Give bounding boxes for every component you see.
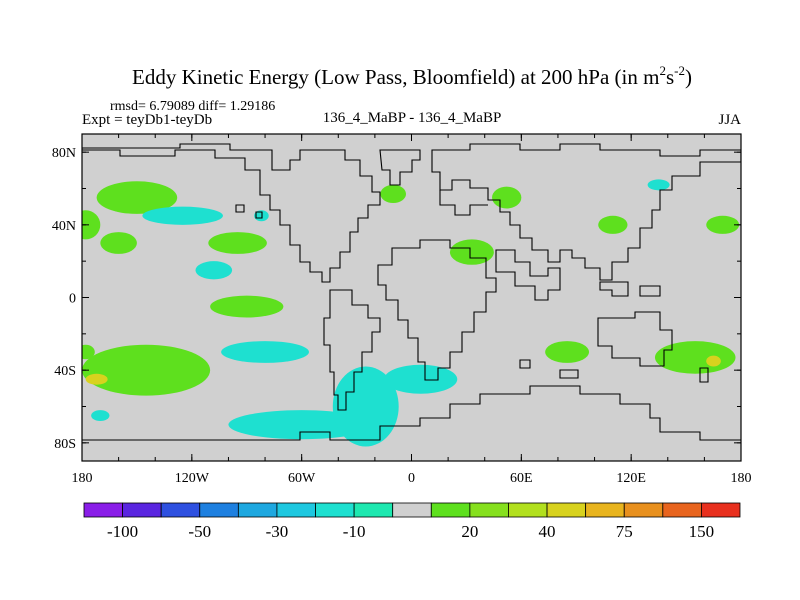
region-cyan-s-atlantic-2 <box>384 364 458 394</box>
region-green-mideast <box>449 239 494 265</box>
region-green-c-asia <box>598 215 628 234</box>
colorbar-swatch <box>701 502 741 518</box>
colorbar-swatch <box>160 502 201 518</box>
colorbar-label: 150 <box>689 522 715 541</box>
colorbar-swatch <box>237 502 278 518</box>
chart-title-sup1: 2 <box>659 63 666 78</box>
region-orange-hot-1 <box>85 373 108 385</box>
center-label: 136_4_MaBP - 136_4_MaBP <box>323 110 502 126</box>
x-axis: 180 120W 60W 0 60E 120E 180 <box>72 134 752 486</box>
chart-title-end: ) <box>685 65 692 89</box>
region-green-w-pac-s <box>82 344 95 360</box>
colorbar-label: 75 <box>616 522 633 541</box>
coastline-europe <box>439 190 488 216</box>
region-green-nw-pacific <box>96 181 178 214</box>
region-green-pacific-e <box>706 215 740 234</box>
contour-fills <box>82 179 740 447</box>
region-green-s-pacific-e <box>654 341 736 374</box>
x-tick-label: 120E <box>616 471 646 486</box>
map-background <box>82 134 741 461</box>
x-tick-label: 0 <box>408 471 415 486</box>
colorbar-swatch <box>585 502 625 518</box>
x-tick-label: 60E <box>510 471 533 486</box>
colorbar: -100 -50 -30 -10 20 40 75 150 <box>83 502 741 541</box>
region-green-w-pacific <box>82 210 101 240</box>
y-tick-label: 40N <box>52 219 76 234</box>
colorbar-label: -50 <box>188 522 211 541</box>
region-green-n-pacific <box>100 232 137 254</box>
region-cyan-s-pacific <box>221 341 309 363</box>
coastline-greenland <box>379 149 421 186</box>
coastline-se-asia <box>599 281 661 297</box>
x-tick-label: 180 <box>72 471 93 486</box>
coastline-new-zealand <box>699 367 709 383</box>
coastline-antarctica <box>82 385 741 441</box>
colorbar-swatch <box>546 502 587 518</box>
colorbar-swatch <box>83 502 123 518</box>
coastline-africa <box>377 239 497 381</box>
colorbar-label: 40 <box>539 522 556 541</box>
colorbar-swatch <box>392 502 432 518</box>
region-cyan-ne-asia <box>647 179 670 191</box>
region-cyan-n-pacific <box>142 206 223 225</box>
coastline-australia <box>597 311 673 367</box>
x-tick-label: 180 <box>731 471 752 486</box>
colorbar-swatch <box>623 502 664 518</box>
x-tick-label: 60W <box>288 471 316 486</box>
colorbar-swatch <box>662 502 702 518</box>
coastline-eurasia <box>431 143 741 281</box>
stats-label: rmsd= 6.79089 diff= 1.29186 <box>110 99 275 114</box>
y-tick-label: 40S <box>54 364 76 379</box>
region-green-s-pacific-w <box>82 344 211 396</box>
region-orange-hot-2 <box>706 355 721 367</box>
colorbar-swatch <box>276 502 316 518</box>
region-green-eurasia <box>492 186 522 209</box>
y-axis: 80N 40N 0 40S 80S <box>52 146 741 452</box>
y-tick-label: 80N <box>52 146 76 161</box>
chart-title-main: Eddy Kinetic Energy (Low Pass, Bloomfiel… <box>132 65 659 89</box>
colorbar-swatch <box>199 502 239 518</box>
colorbar-swatch <box>508 502 548 518</box>
colorbar-label: -30 <box>266 522 289 541</box>
chart-title-mid: s <box>666 65 674 89</box>
colorbar-swatch <box>430 502 471 518</box>
chart-title-sup2: -2 <box>674 63 685 78</box>
colorbar-swatch <box>122 502 162 518</box>
coastline-south-america <box>323 289 381 411</box>
region-cyan-mid-pacific <box>195 261 233 280</box>
x-tick-label: 120W <box>175 471 210 486</box>
expt-label: Expt = teyDb1-teyDb <box>82 112 212 128</box>
y-tick-label: 80S <box>54 437 76 452</box>
coastlines <box>82 143 741 441</box>
coastline-arabia-india <box>495 249 561 301</box>
colorbar-swatch <box>469 502 509 518</box>
colorbar-label: 20 <box>461 522 478 541</box>
coastline-islands <box>235 204 579 379</box>
season-label: JJA <box>718 112 741 128</box>
colorbar-label: -100 <box>107 522 138 541</box>
chart-title: Eddy Kinetic Energy (Low Pass, Bloomfiel… <box>132 63 692 89</box>
region-green-c-america <box>208 232 267 254</box>
colorbar-swatch <box>315 502 355 518</box>
region-green-indian <box>545 341 590 363</box>
colorbar-swatch <box>353 502 394 518</box>
region-cyan-w-pac-s <box>91 410 110 422</box>
region-green-atlantic-n <box>380 184 407 204</box>
colorbar-label: -10 <box>343 522 366 541</box>
region-green-tropic-pacific <box>210 295 284 318</box>
coastline-north-america <box>82 143 381 283</box>
y-tick-label: 0 <box>69 292 76 307</box>
